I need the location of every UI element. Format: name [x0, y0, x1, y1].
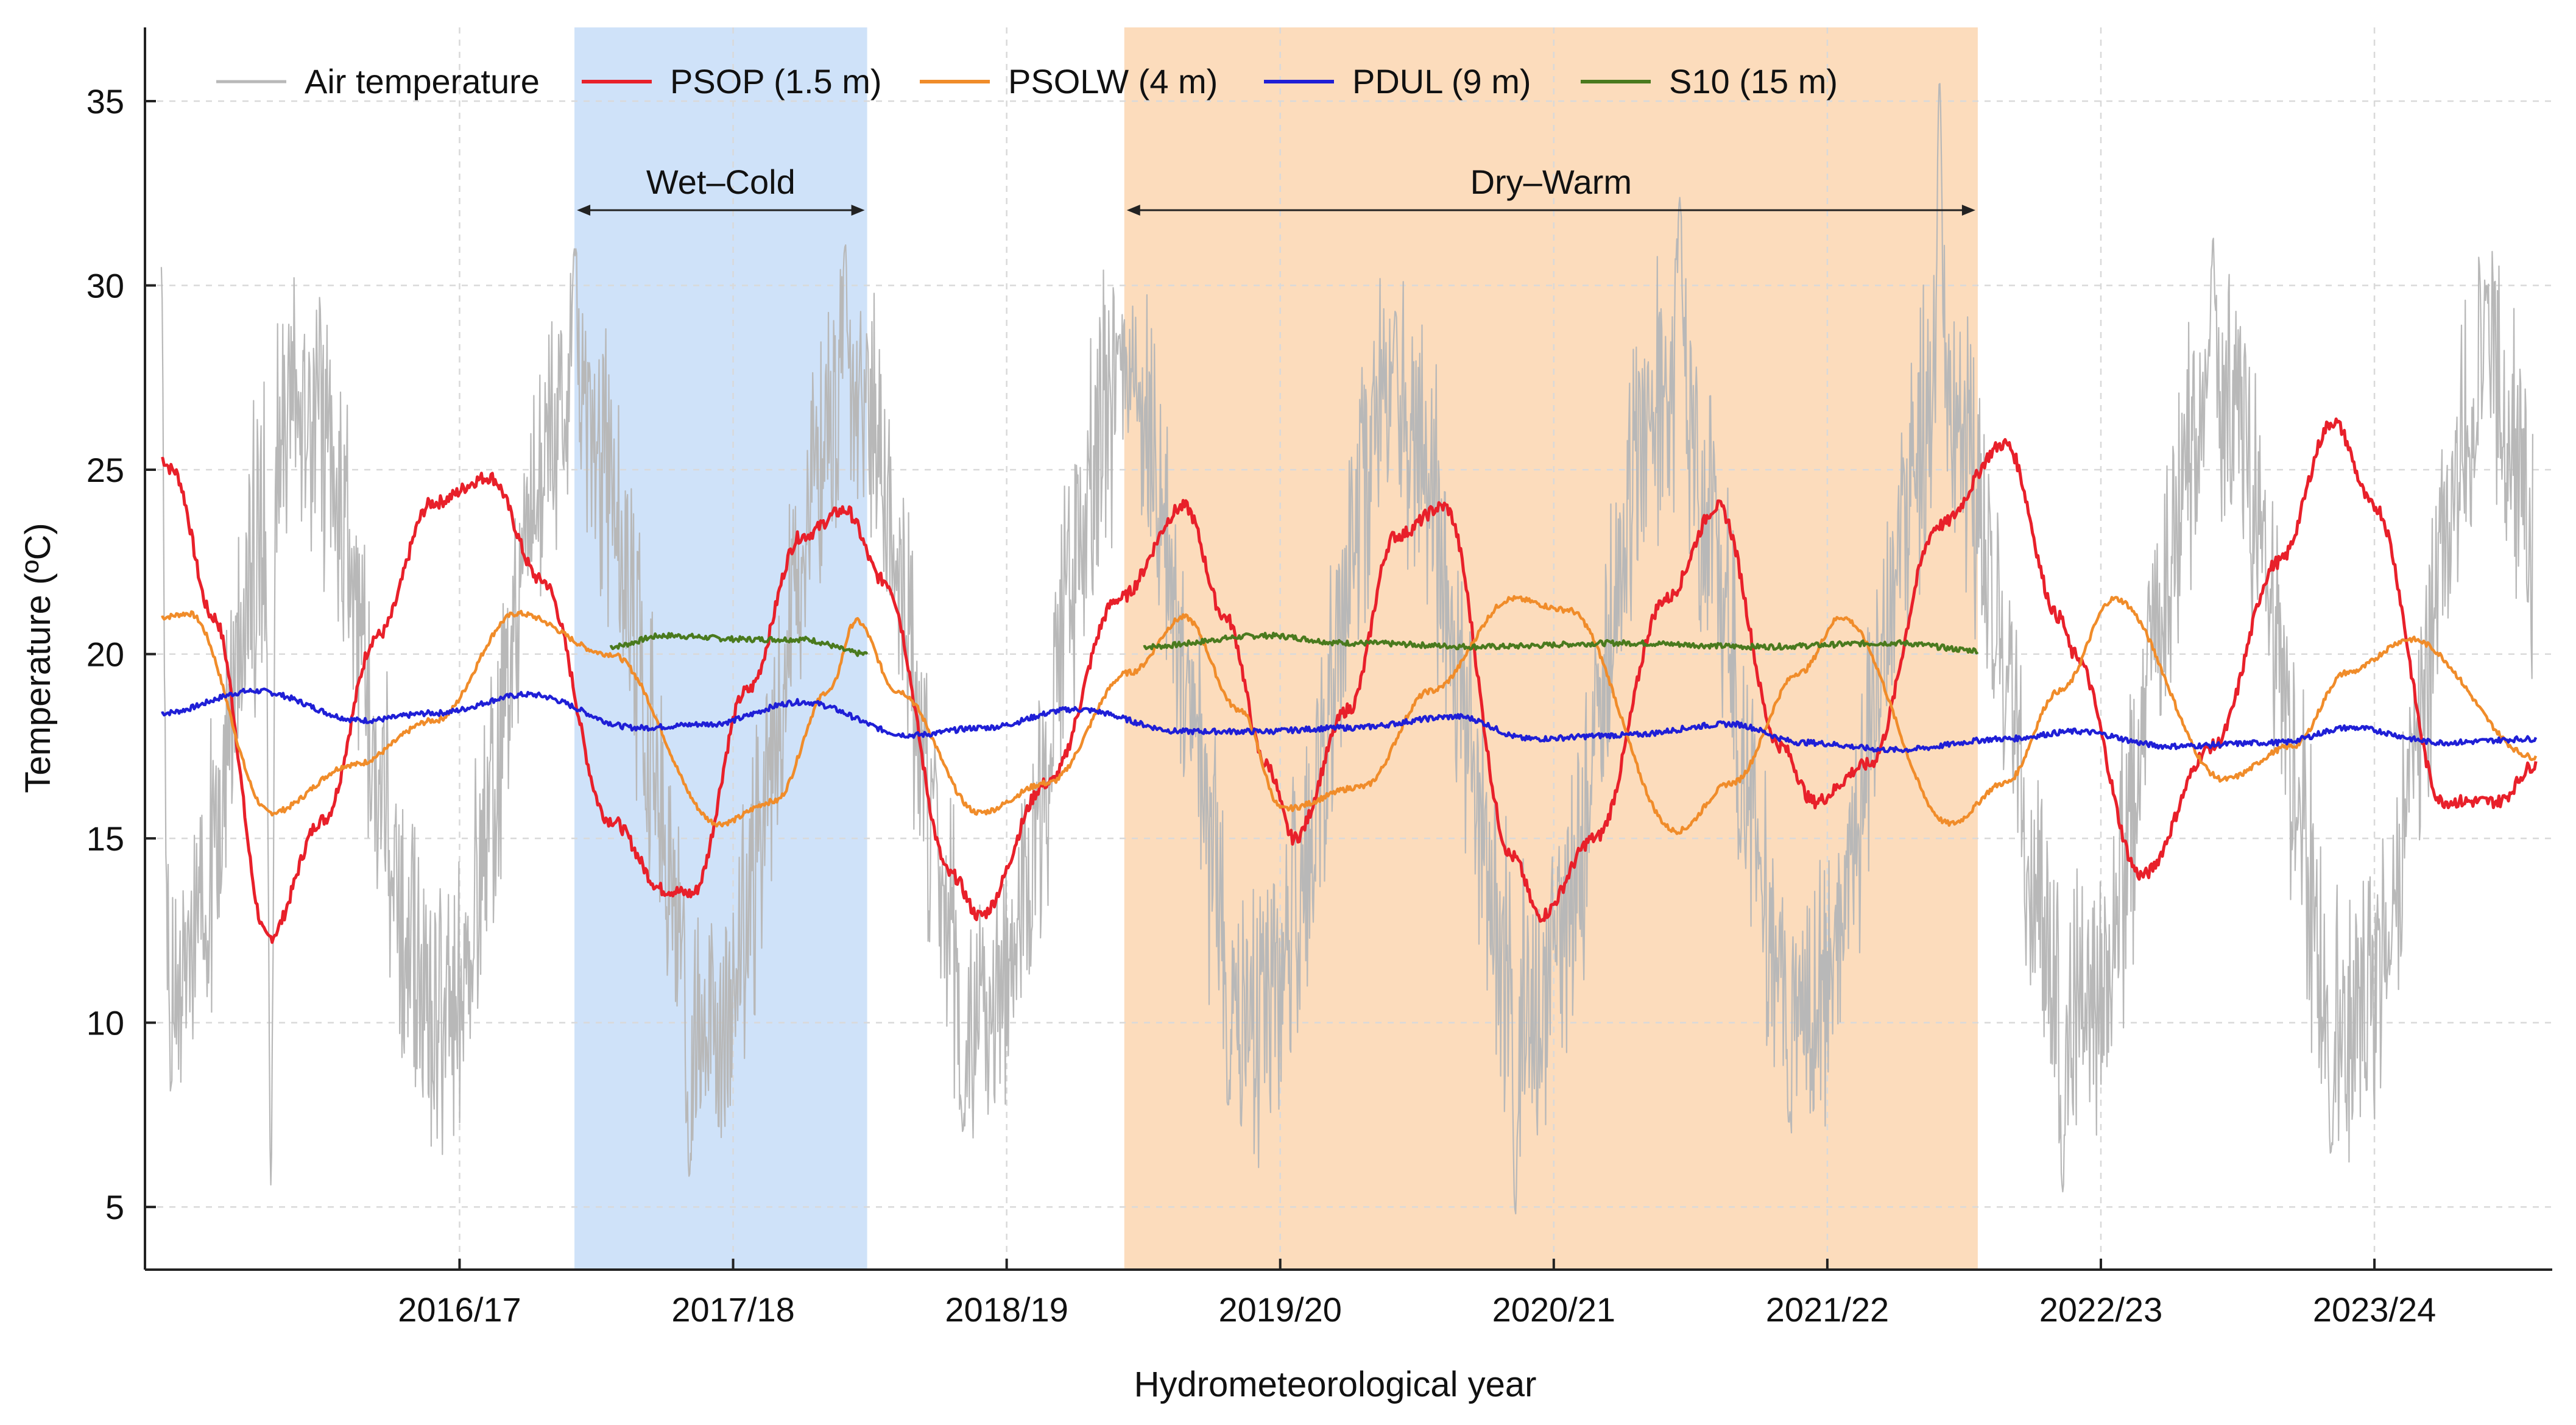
x-axis-title: Hydrometeorological year — [1134, 1365, 1537, 1404]
y-tick-label-4: 25 — [86, 451, 124, 489]
period-arrowhead-right-0 — [851, 205, 865, 216]
legend-label-s10: S10 (15 m) — [1669, 62, 1838, 101]
period-arrowhead-left-0 — [577, 205, 591, 216]
axes-layer — [144, 27, 2552, 1271]
period-label-0: Wet–Cold — [646, 163, 796, 201]
period-band-1 — [1124, 27, 1978, 1270]
series-s10-line-0 — [609, 632, 869, 657]
y-tick-label-0: 5 — [105, 1188, 124, 1226]
legend-label-air: Air temperature — [305, 62, 540, 101]
y-axis-title: Temperature (ºC) — [18, 523, 58, 793]
y-tick-label-5: 30 — [86, 267, 124, 305]
y-tick-label-2: 15 — [86, 819, 124, 858]
period-arrowhead-left-1 — [1126, 205, 1140, 216]
legend-label-psop: PSOP (1.5 m) — [670, 62, 882, 101]
tick-layer: 5 10 15 20 25 30 35 2016/17 2017/18 2018/19 2019/2… — [86, 82, 2437, 1329]
x-tick-label-6: 2022/23 — [2039, 1290, 2162, 1329]
x-tick-label-3: 2019/20 — [1219, 1290, 1342, 1329]
y-tick-label-1: 10 — [86, 1004, 124, 1042]
x-tick-label-2: 2018/19 — [945, 1290, 1068, 1329]
y-tick-label-3: 20 — [86, 635, 124, 674]
series-pdul-line — [161, 687, 2538, 754]
x-tick-label-1: 2017/18 — [671, 1290, 794, 1329]
series-psolw-line — [161, 595, 2538, 835]
y-tick-label-6: 35 — [86, 82, 124, 121]
series-air-temperature-line — [160, 83, 2533, 1215]
x-tick-label-4: 2020/21 — [1492, 1290, 1615, 1329]
legend-label-pdul: PDUL (9 m) — [1352, 62, 1531, 101]
series-s10-line-1 — [1143, 631, 1979, 655]
x-tick-label-0: 2016/17 — [398, 1290, 521, 1329]
x-tick-label-7: 2023/24 — [2313, 1290, 2436, 1329]
period-arrowhead-right-1 — [1961, 205, 1975, 216]
x-tick-label-5: 2021/22 — [1766, 1290, 1889, 1329]
series-psop-line — [161, 417, 2538, 944]
series-layer — [160, 83, 2538, 1215]
legend: Air temperature PSOP (1.5 m) PSOLW (4 m) PD… — [216, 62, 1838, 101]
legend-label-psolw: PSOLW (4 m) — [1008, 62, 1218, 101]
period-label-1: Dry–Warm — [1470, 163, 1632, 201]
period-label-layer: Wet–Cold Dry–Warm — [577, 163, 1975, 216]
